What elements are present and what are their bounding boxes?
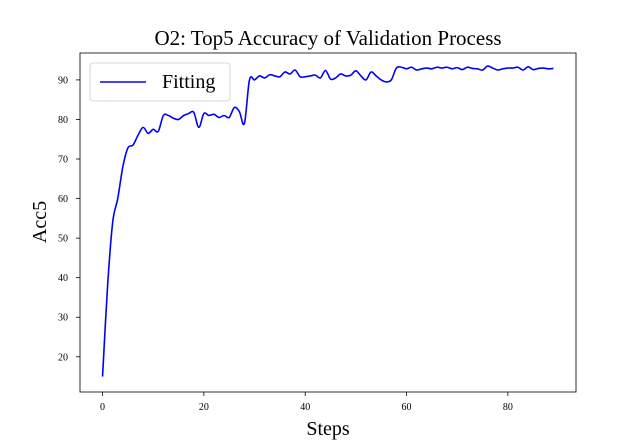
- legend-box: [89, 62, 231, 102]
- series-line-fitting: [101, 65, 554, 377]
- legend-label-fitting: Fitting: [162, 71, 215, 93]
- y-tick-label: 80: [58, 115, 68, 126]
- plot-area: 0 20 40 60 80 20 30 40 50 60 70 80 90: [58, 52, 577, 413]
- x-axis-label: Steps: [306, 418, 350, 440]
- y-axis-label: Acc5: [29, 201, 51, 243]
- x-tick-label: 0: [100, 402, 105, 413]
- y-axis-ticks: 20 30 40 50 60 70 80 90: [58, 75, 80, 363]
- x-tick-label: 40: [300, 402, 310, 413]
- series-layer: [101, 65, 554, 377]
- y-tick-label: 40: [58, 273, 68, 284]
- plot-frame: [79, 52, 577, 393]
- legend: Fitting: [89, 62, 231, 102]
- y-tick-label: 70: [58, 155, 68, 166]
- y-tick-label: 50: [58, 234, 68, 245]
- x-axis-ticks: 0 20 40 60 80: [100, 392, 513, 413]
- y-tick-label: 30: [58, 313, 68, 324]
- x-tick-label: 60: [402, 402, 412, 413]
- x-tick-label: 80: [503, 402, 513, 413]
- y-tick-label: 20: [58, 352, 68, 363]
- y-tick-label: 90: [58, 75, 68, 86]
- y-tick-label: 60: [58, 194, 68, 205]
- chart-title: O2: Top5 Accuracy of Validation Process: [154, 26, 501, 50]
- x-tick-label: 20: [199, 402, 209, 413]
